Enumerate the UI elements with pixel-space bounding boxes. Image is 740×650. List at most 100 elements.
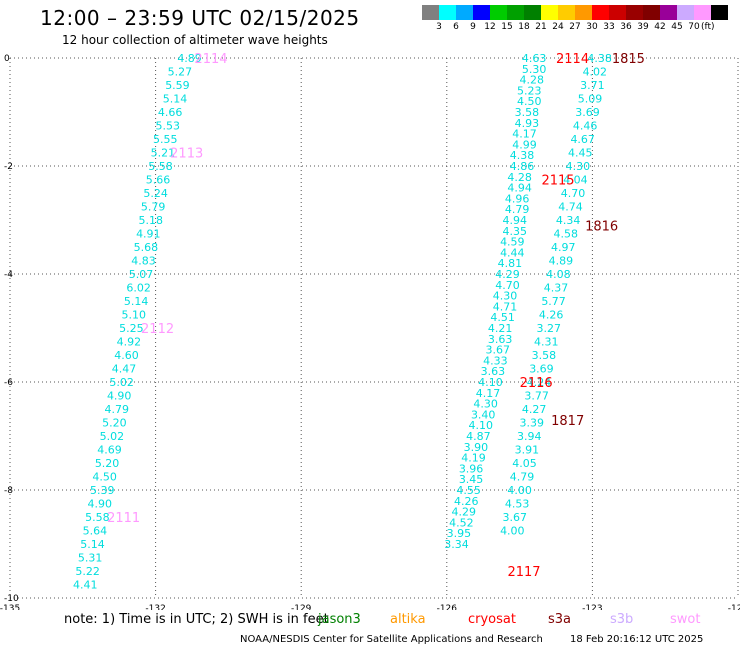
wave-height-value: 3.67	[502, 511, 527, 524]
wave-height-value: 5.20	[95, 457, 120, 470]
wave-height-value: 4.70	[561, 187, 586, 200]
wave-height-value: 5.20	[102, 417, 127, 430]
wave-height-value: 5.59	[165, 79, 190, 92]
pass-time-label: 1815	[612, 52, 645, 67]
wave-height-value: 5.64	[83, 525, 108, 538]
wave-height-value: 5.14	[163, 93, 188, 106]
wave-height-value: 4.26	[539, 309, 564, 322]
mission-legend-cryosat: cryosat	[468, 612, 516, 627]
color-swatch	[541, 5, 558, 20]
wave-height-value: 4.94	[502, 214, 527, 227]
wave-height-value: 4.29	[495, 268, 520, 281]
y-tick-label: -4	[4, 270, 13, 280]
color-scale-label: 15	[501, 22, 513, 32]
footer-timestamp: 18 Feb 20:16:12 UTC 2025	[570, 634, 704, 645]
wave-height-value: 5.27	[168, 66, 193, 79]
footer-credit: NOAA/NESDIS Center for Satellite Applica…	[240, 634, 543, 645]
wave-height-value: 3.77	[524, 390, 549, 403]
pass-time-label: 2115	[541, 174, 574, 189]
pass-time-labels: 2114 2113 2112 2111 2114 1815 2115 1816 2116 1817…	[107, 52, 645, 580]
wave-height-value: 3.63	[488, 333, 513, 346]
page-title: 12:00 – 23:59 UTC 02/15/2025	[40, 6, 360, 30]
color-swatch	[677, 5, 694, 20]
color-swatch	[456, 5, 473, 20]
wave-height-value: 4.94	[507, 182, 532, 195]
wave-height-value: 5.09	[578, 93, 603, 106]
wave-height-value: 3.27	[536, 322, 561, 335]
x-tick-label: -132	[145, 604, 165, 610]
color-swatch	[592, 5, 609, 20]
color-scale-label: 24	[552, 22, 564, 32]
wave-height-value: 4.51	[490, 311, 515, 324]
pass-time-label: 2111	[107, 511, 140, 526]
wave-height-value: 4.83	[131, 255, 156, 268]
x-tick-label: -123	[582, 604, 602, 610]
wave-height-value: 5.66	[146, 174, 171, 187]
wave-height-value: 4.33	[483, 354, 508, 367]
wave-height-value: 4.08	[546, 268, 571, 281]
wave-height-value: 4.10	[469, 419, 494, 432]
wave-height-value: 4.24	[527, 376, 552, 389]
wave-height-value: 4.27	[522, 403, 547, 416]
wave-height-value: 3.34	[444, 538, 469, 551]
wave-height-value: 3.63	[481, 365, 506, 378]
wave-height-value: 4.93	[515, 117, 540, 130]
wave-height-value: 4.87	[466, 430, 491, 443]
wave-height-value: 4.38	[587, 52, 612, 65]
wave-height-value: 5.14	[80, 538, 105, 551]
color-scale-label: 3	[436, 22, 442, 32]
color-swatch	[609, 5, 626, 20]
y-tick-label: -8	[4, 486, 13, 496]
wave-height-value: 5.14	[124, 295, 149, 308]
color-scale-label: 6	[453, 22, 459, 32]
wave-height-value: 4.90	[107, 390, 132, 403]
mission-legend-s3b: s3b	[610, 612, 634, 627]
color-scale-label: 33	[603, 22, 615, 32]
wave-height-value: 4.97	[551, 241, 576, 254]
x-tick-label: -126	[437, 604, 458, 610]
color-scale-label: 30	[586, 22, 598, 32]
wave-height-value: 5.31	[78, 552, 103, 565]
grid-lines	[9, 57, 739, 599]
color-scale-label: 70	[688, 22, 700, 32]
y-tick-label: -10	[4, 594, 19, 604]
wave-height-value: 4.96	[505, 192, 530, 205]
wave-height-value: 4.50	[517, 95, 542, 108]
color-swatch	[558, 5, 575, 20]
wave-height-value: 3.69	[529, 363, 554, 376]
color-scale-label: 21	[535, 22, 547, 32]
wave-height-value: 4.46	[573, 120, 598, 133]
mission-legend-jason3: jason3	[318, 612, 361, 627]
color-scale-label: 45	[671, 22, 683, 32]
wave-height-value: 4.59	[500, 236, 525, 249]
pass-time-label: 2114	[194, 52, 227, 67]
y-tick-label: -6	[4, 378, 13, 388]
y-tick-label: -2	[4, 162, 13, 172]
wave-height-value: 4.67	[570, 133, 595, 146]
wave-height-value: 5.02	[100, 430, 125, 443]
wave-height-value: 5.53	[155, 120, 180, 133]
pass-time-label: 1816	[585, 219, 618, 234]
wave-height-value: 4.79	[105, 403, 130, 416]
wave-height-value: 4.00	[500, 525, 525, 538]
pass-time-label: 2113	[170, 147, 203, 162]
wave-height-value: 4.45	[568, 147, 593, 160]
wave-height-value: 5.77	[541, 295, 566, 308]
wave-height-value: 4.60	[114, 349, 139, 362]
wave-height-value: 4.89	[177, 52, 202, 65]
color-swatch	[711, 5, 728, 20]
wave-height-value: 4.41	[73, 579, 98, 592]
wave-height-value: 3.69	[575, 106, 600, 119]
wave-height-value: 5.02	[109, 376, 134, 389]
wave-height-value: 5.79	[141, 201, 166, 214]
wave-height-value: 4.79	[505, 203, 530, 216]
wave-height-value: 4.29	[452, 506, 477, 519]
wave-height-value: 4.81	[498, 257, 523, 270]
pass-time-label: 2117	[507, 565, 540, 580]
color-swatch	[473, 5, 490, 20]
wave-height-value: 4.71	[493, 300, 518, 313]
wave-height-value: 5.55	[153, 133, 178, 146]
x-tick-label: -135	[0, 604, 20, 610]
pass-time-label: 2114	[556, 52, 589, 67]
wave-height-value: 4.91	[136, 228, 161, 241]
